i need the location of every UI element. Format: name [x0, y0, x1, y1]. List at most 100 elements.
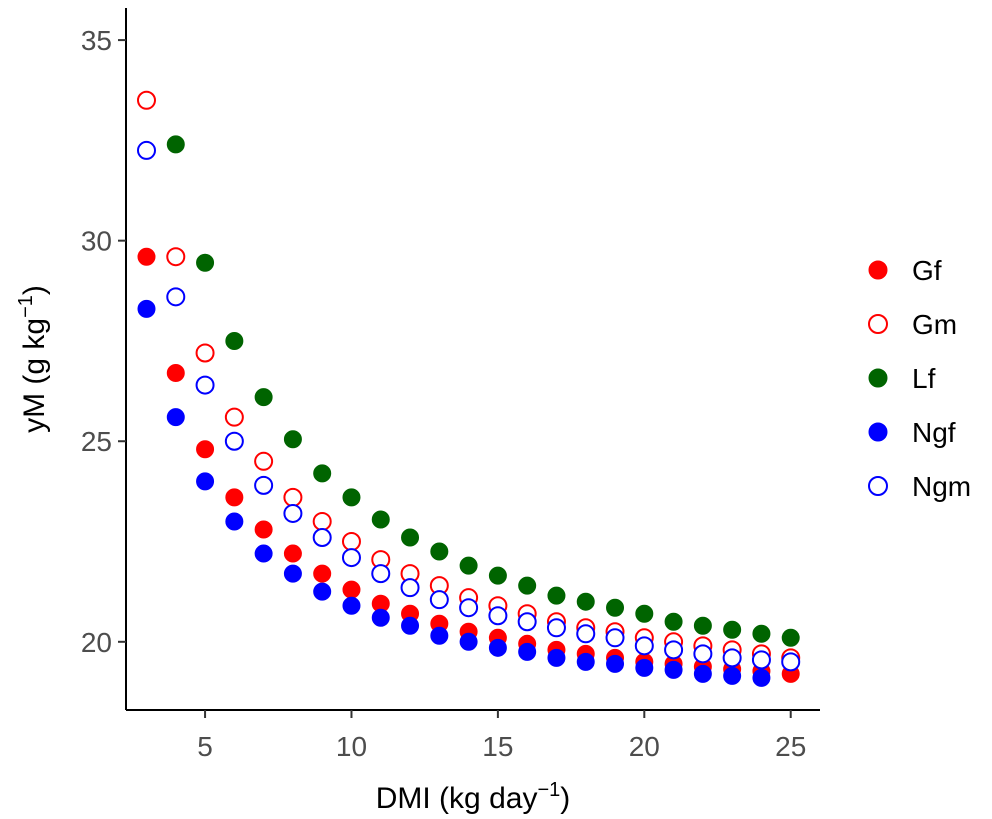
point-ngf-14: [459, 632, 478, 651]
y-tick-label: 25: [81, 426, 112, 457]
legend-key-gm: [868, 314, 888, 334]
x-tick-label: 25: [775, 731, 806, 762]
point-gf-7: [254, 520, 273, 539]
point-lf-13: [430, 542, 449, 561]
point-ngf-18: [576, 652, 595, 671]
point-lf-19: [606, 598, 625, 617]
point-ngm-7: [254, 475, 274, 495]
x-tick-label: 20: [629, 731, 660, 762]
point-gf-10: [342, 580, 361, 599]
point-gf-3: [137, 247, 156, 266]
point-lf-23: [723, 620, 742, 639]
point-lf-17: [547, 586, 566, 605]
point-ngm-15: [488, 606, 508, 626]
point-gm-6: [224, 407, 244, 427]
point-gm-5: [195, 343, 215, 363]
y-tick-label: 20: [81, 627, 112, 658]
point-gm-8: [283, 487, 303, 507]
point-ngf-23: [723, 666, 742, 685]
point-ngm-25: [781, 652, 801, 672]
point-ngf-9: [313, 582, 332, 601]
legend-key-gf: [868, 260, 888, 280]
point-ngf-24: [752, 668, 771, 687]
legend-key-lf: [868, 368, 888, 388]
point-gf-5: [196, 440, 215, 459]
point-ngf-3: [137, 299, 156, 318]
y-axis-title: yM (g kg−1): [15, 285, 51, 433]
axes: 5 10 15 20 25 20 25 30 35: [81, 8, 820, 762]
point-ngm-4: [166, 287, 186, 307]
point-lf-14: [459, 556, 478, 575]
point-ngf-15: [488, 638, 507, 657]
x-tick-label: 15: [482, 731, 513, 762]
point-ngf-6: [225, 512, 244, 531]
point-lf-25: [781, 628, 800, 647]
y-tick-label: 35: [81, 25, 112, 56]
legend-key-ngf: [868, 422, 888, 442]
point-ngf-20: [635, 658, 654, 677]
point-lf-11: [371, 510, 390, 529]
x-axis-title: DMI (kg day−1): [376, 779, 571, 815]
point-ngf-4: [166, 408, 185, 427]
point-gm-7: [254, 451, 274, 471]
point-ngf-21: [664, 660, 683, 679]
point-lf-12: [401, 528, 420, 547]
point-ngm-24: [751, 650, 771, 670]
point-ngf-16: [518, 642, 537, 661]
point-ngf-11: [371, 608, 390, 627]
point-lf-10: [342, 488, 361, 507]
point-lf-6: [225, 331, 244, 350]
legend-label-ngf: Ngf: [912, 417, 956, 448]
x-tick-label: 10: [336, 731, 367, 762]
legend-key-ngm: [868, 476, 888, 496]
point-ngm-17: [546, 618, 566, 638]
point-lf-9: [313, 464, 332, 483]
point-ngm-13: [429, 590, 449, 610]
point-lf-24: [752, 624, 771, 643]
point-lf-16: [518, 576, 537, 595]
x-tick-label: 5: [197, 731, 213, 762]
legend-label-lf: Lf: [912, 363, 936, 394]
point-ngm-8: [283, 503, 303, 523]
point-ngf-7: [254, 544, 273, 563]
point-gf-4: [166, 364, 185, 383]
point-ngm-22: [693, 644, 713, 664]
point-ngm-21: [664, 640, 684, 660]
point-ngf-13: [430, 626, 449, 645]
point-ngf-12: [401, 616, 420, 635]
point-ngm-6: [224, 431, 244, 451]
point-lf-18: [576, 592, 595, 611]
point-ngm-18: [576, 624, 596, 644]
point-gm-10: [341, 532, 361, 552]
point-ngm-20: [634, 636, 654, 656]
point-ngm-23: [722, 648, 742, 668]
point-gm-3: [136, 90, 156, 110]
point-ngm-14: [459, 598, 479, 618]
data-points: [136, 90, 801, 687]
legend: Gf Gm Lf Ngf Ngm: [868, 255, 971, 502]
point-ngm-3: [136, 140, 156, 160]
point-ngm-16: [517, 612, 537, 632]
point-ngf-5: [196, 472, 215, 491]
point-gf-8: [283, 544, 302, 563]
point-ngf-22: [693, 664, 712, 683]
point-gf-6: [225, 488, 244, 507]
legend-label-gm: Gm: [912, 309, 957, 340]
point-lf-15: [488, 566, 507, 585]
point-lf-22: [693, 616, 712, 635]
point-lf-5: [196, 253, 215, 272]
point-ngm-12: [400, 578, 420, 598]
legend-label-ngm: Ngm: [912, 471, 971, 502]
point-ngm-9: [312, 528, 332, 548]
point-ngm-5: [195, 375, 215, 395]
axis-titles: DMI (kg day−1) yM (g kg−1): [15, 285, 570, 815]
legend-label-gf: Gf: [912, 255, 942, 286]
point-gm-9: [312, 511, 332, 531]
point-lf-4: [166, 135, 185, 154]
point-gf-9: [313, 564, 332, 583]
point-ngm-11: [371, 564, 391, 584]
point-lf-7: [254, 388, 273, 407]
point-ngf-8: [283, 564, 302, 583]
y-tick-label: 30: [81, 226, 112, 257]
